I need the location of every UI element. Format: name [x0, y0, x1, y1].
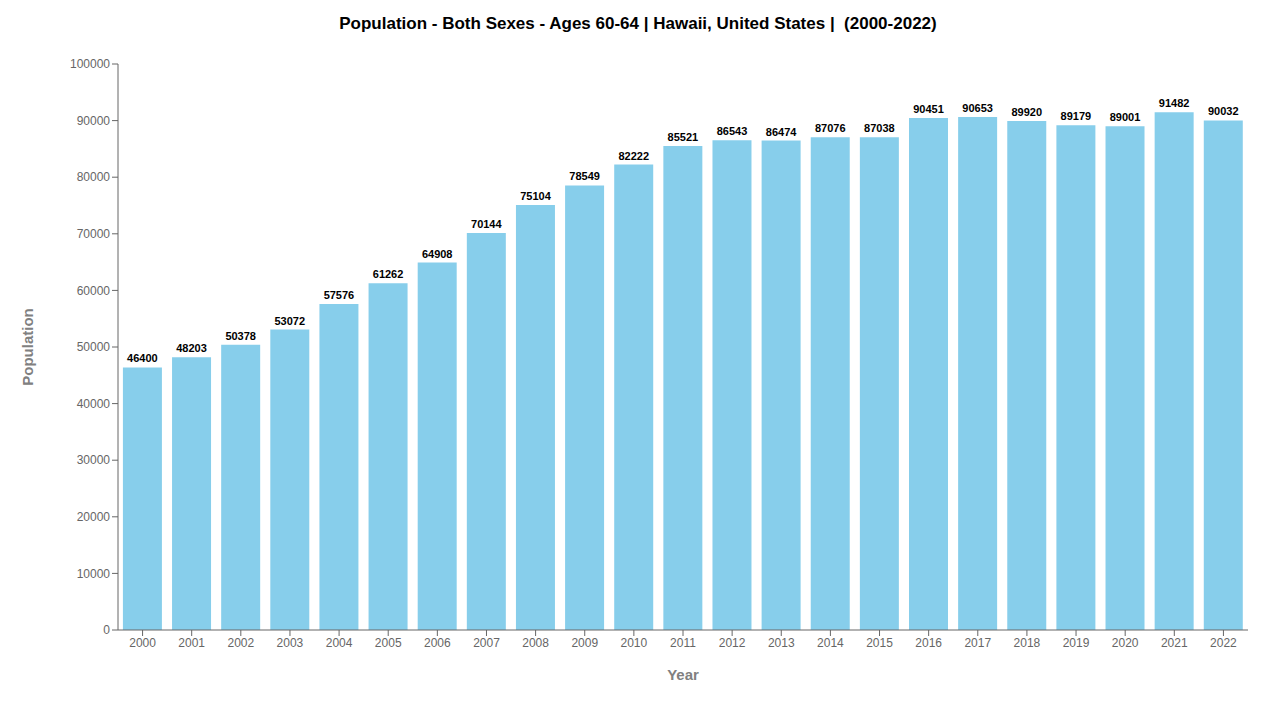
svg-text:2006: 2006: [424, 636, 451, 650]
svg-text:2013: 2013: [768, 636, 795, 650]
svg-text:2001: 2001: [178, 636, 205, 650]
svg-text:90000: 90000: [77, 114, 111, 128]
svg-text:57576: 57576: [324, 289, 355, 301]
svg-text:89920: 89920: [1011, 106, 1042, 118]
svg-text:90032: 90032: [1208, 105, 1239, 117]
svg-text:2011: 2011: [670, 636, 696, 650]
svg-text:2016: 2016: [915, 636, 942, 650]
svg-text:2000: 2000: [129, 636, 156, 650]
svg-text:50378: 50378: [225, 330, 256, 342]
svg-text:2018: 2018: [1014, 636, 1041, 650]
svg-text:2015: 2015: [866, 636, 893, 650]
svg-text:2021: 2021: [1161, 636, 1188, 650]
svg-text:64908: 64908: [422, 248, 453, 260]
svg-text:91482: 91482: [1159, 97, 1190, 109]
html-text:Population - Both Sexes - Ages: Population - Both Sexes - Ages 60-64 | H…: [339, 14, 937, 33]
svg-text:46400: 46400: [127, 352, 158, 364]
svg-text:80000: 80000: [77, 170, 111, 184]
svg-text:10000: 10000: [77, 567, 111, 581]
svg-text:2008: 2008: [522, 636, 549, 650]
svg-text:85521: 85521: [668, 131, 699, 143]
svg-text:53072: 53072: [275, 315, 306, 327]
svg-text:2020: 2020: [1112, 636, 1139, 650]
svg-text:0: 0: [103, 623, 110, 637]
svg-text:78549: 78549: [569, 170, 600, 182]
svg-text:2009: 2009: [571, 636, 598, 650]
svg-text:100000: 100000: [70, 57, 110, 71]
svg-text:40000: 40000: [77, 397, 111, 411]
svg-text:2007: 2007: [473, 636, 500, 650]
svg-text:48203: 48203: [176, 342, 207, 354]
svg-text:90451: 90451: [913, 103, 944, 115]
svg-text:2022: 2022: [1210, 636, 1237, 650]
svg-text:2004: 2004: [326, 636, 353, 650]
svg-text:2017: 2017: [964, 636, 991, 650]
svg-text:2019: 2019: [1063, 636, 1090, 650]
svg-text:2005: 2005: [375, 636, 402, 650]
svg-text:2012: 2012: [719, 636, 746, 650]
svg-text:2010: 2010: [621, 636, 648, 650]
svg-text:Population: Population: [19, 308, 36, 386]
svg-text:70144: 70144: [471, 218, 502, 230]
svg-text:20000: 20000: [77, 510, 111, 524]
svg-text:82222: 82222: [618, 150, 649, 162]
svg-text:60000: 60000: [77, 284, 111, 298]
svg-text:30000: 30000: [77, 453, 111, 467]
svg-text:75104: 75104: [520, 190, 551, 202]
svg-text:70000: 70000: [77, 227, 111, 241]
svg-text:86474: 86474: [766, 126, 797, 138]
svg-text:61262: 61262: [373, 268, 404, 280]
svg-text:2014: 2014: [817, 636, 844, 650]
svg-text:87038: 87038: [864, 122, 895, 134]
svg-text:2003: 2003: [277, 636, 304, 650]
svg-text:89001: 89001: [1110, 111, 1141, 123]
svg-text:90653: 90653: [962, 102, 993, 114]
svg-text:2002: 2002: [227, 636, 254, 650]
svg-text:Year: Year: [667, 666, 699, 683]
svg-text:50000: 50000: [77, 340, 111, 354]
svg-text:86543: 86543: [717, 125, 748, 137]
svg-text:87076: 87076: [815, 122, 846, 134]
svg-text:89179: 89179: [1061, 110, 1092, 122]
